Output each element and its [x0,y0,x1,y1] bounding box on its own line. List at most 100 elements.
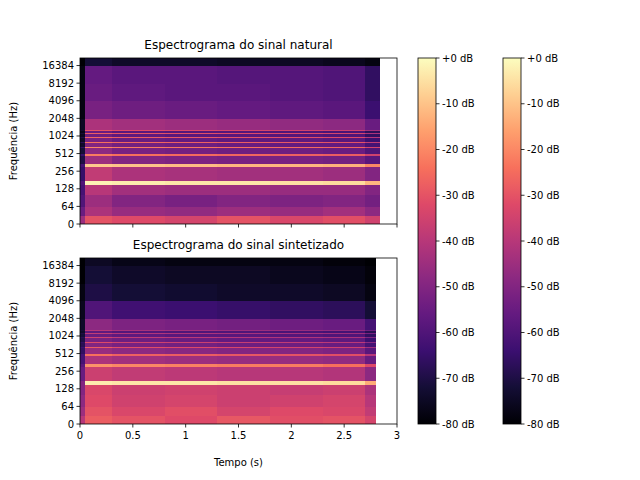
heatmap-cell [217,134,270,138]
heatmap-cell [80,318,86,330]
heatmap-cell [270,330,323,333]
heatmap-cell [323,148,366,154]
colorbar [503,58,521,424]
colorbar-tick-label: -80 dB [527,419,560,430]
heatmap-cell [80,301,86,319]
x-tick-label: 2.5 [336,430,352,441]
colorbar-tick [436,378,440,379]
x-tick [132,424,133,428]
heatmap-cell [85,148,112,154]
x-tick [80,224,81,228]
y-tick [77,153,81,154]
heatmap-cell [112,283,165,301]
heatmap-cell [365,366,376,381]
axes-frame [80,258,397,424]
y-tick [77,283,81,284]
heatmap-cell [80,58,86,66]
heatmap-cell [365,301,376,319]
heatmap-cell [323,155,366,164]
heatmap-cell [80,215,86,224]
y-tick-label: 8192 [49,278,74,289]
x-tick [185,224,186,228]
heatmap-cell [80,283,86,301]
heatmap-cell [365,118,380,130]
colorbar-tick-label: -10 dB [442,98,475,109]
heatmap-cell [270,301,323,319]
y-tick [77,206,81,207]
colorbar-tick-label: -60 dB [442,327,475,338]
heatmap-cell [270,148,323,154]
heatmap-cell [270,381,323,385]
heatmap-cell [217,266,270,284]
heatmap-cell [112,258,165,266]
heatmap-cell [323,185,366,196]
y-tick [77,171,81,172]
heatmap-cell [165,395,218,407]
heatmap-cell [165,185,218,196]
y-tick [77,388,81,389]
heatmap-cell [323,66,366,84]
axes-frame [80,58,397,224]
heatmap-cell [80,142,86,147]
heatmap-cell [165,406,218,415]
heatmap-cell [80,366,86,381]
y-tick-label: 64 [61,201,74,212]
heatmap-cell [112,334,165,338]
heatmap-cell [112,118,165,130]
y-tick [77,83,81,84]
y-tick [77,135,81,136]
heatmap-cell [85,138,112,142]
heatmap-cell [323,83,366,101]
x-tick-label: 1 [182,430,188,441]
heatmap-cell [323,258,366,266]
heatmap-cells [80,58,380,224]
colorbar-tick [436,286,440,287]
heatmap-cell [270,66,323,84]
heatmap-cell [165,301,218,319]
heatmap-cell [270,395,323,407]
heatmap-cell [80,148,86,154]
heatmap-cell [323,58,366,66]
heatmap-cell [165,258,218,266]
heatmap-cell [217,318,270,330]
heatmap-cell [270,318,323,330]
heatmap-cell [80,130,86,133]
heatmap-cell [80,185,86,196]
heatmap-cell [85,215,112,224]
colorbar-tick [436,58,440,59]
heatmap-cell [80,181,86,185]
y-tick-label: 2048 [49,113,74,124]
heatmap-cell [323,138,366,142]
heatmap-cell [365,330,376,333]
colorbar-tick [521,58,525,59]
heatmap-cell [270,195,323,207]
heatmap-cell [85,381,112,385]
colorbar-tick [436,195,440,196]
figure: 064128256512102420484096819216384Espectr… [0,0,640,480]
heatmap-cell [112,406,165,415]
colorbar-tick [521,332,525,333]
colorbar-tick-label: -40 dB [527,236,560,247]
heatmap-cell [217,58,270,66]
y-tick [77,265,81,266]
colorbar-tick [521,149,525,150]
heatmap-cell [323,283,366,301]
colorbar-tick [521,424,525,425]
colorbar-tick [521,241,525,242]
heatmap-cell [112,134,165,138]
heatmap-cell [270,101,323,119]
heatmap-cell [270,142,323,147]
y-tick [77,300,81,301]
colorbar-frame [503,58,521,424]
heatmap-cell [217,181,270,185]
heatmap-cell [80,258,86,266]
heatmap-cell [112,195,165,207]
heatmap-cell [217,342,270,347]
heatmap-cell [217,195,270,207]
heatmap-cell [365,101,380,119]
heatmap-cell [217,148,270,154]
heatmap-cell [112,138,165,142]
heatmap-cell [217,258,270,266]
heatmap-cell [112,385,165,396]
heatmap-cell [80,166,86,181]
